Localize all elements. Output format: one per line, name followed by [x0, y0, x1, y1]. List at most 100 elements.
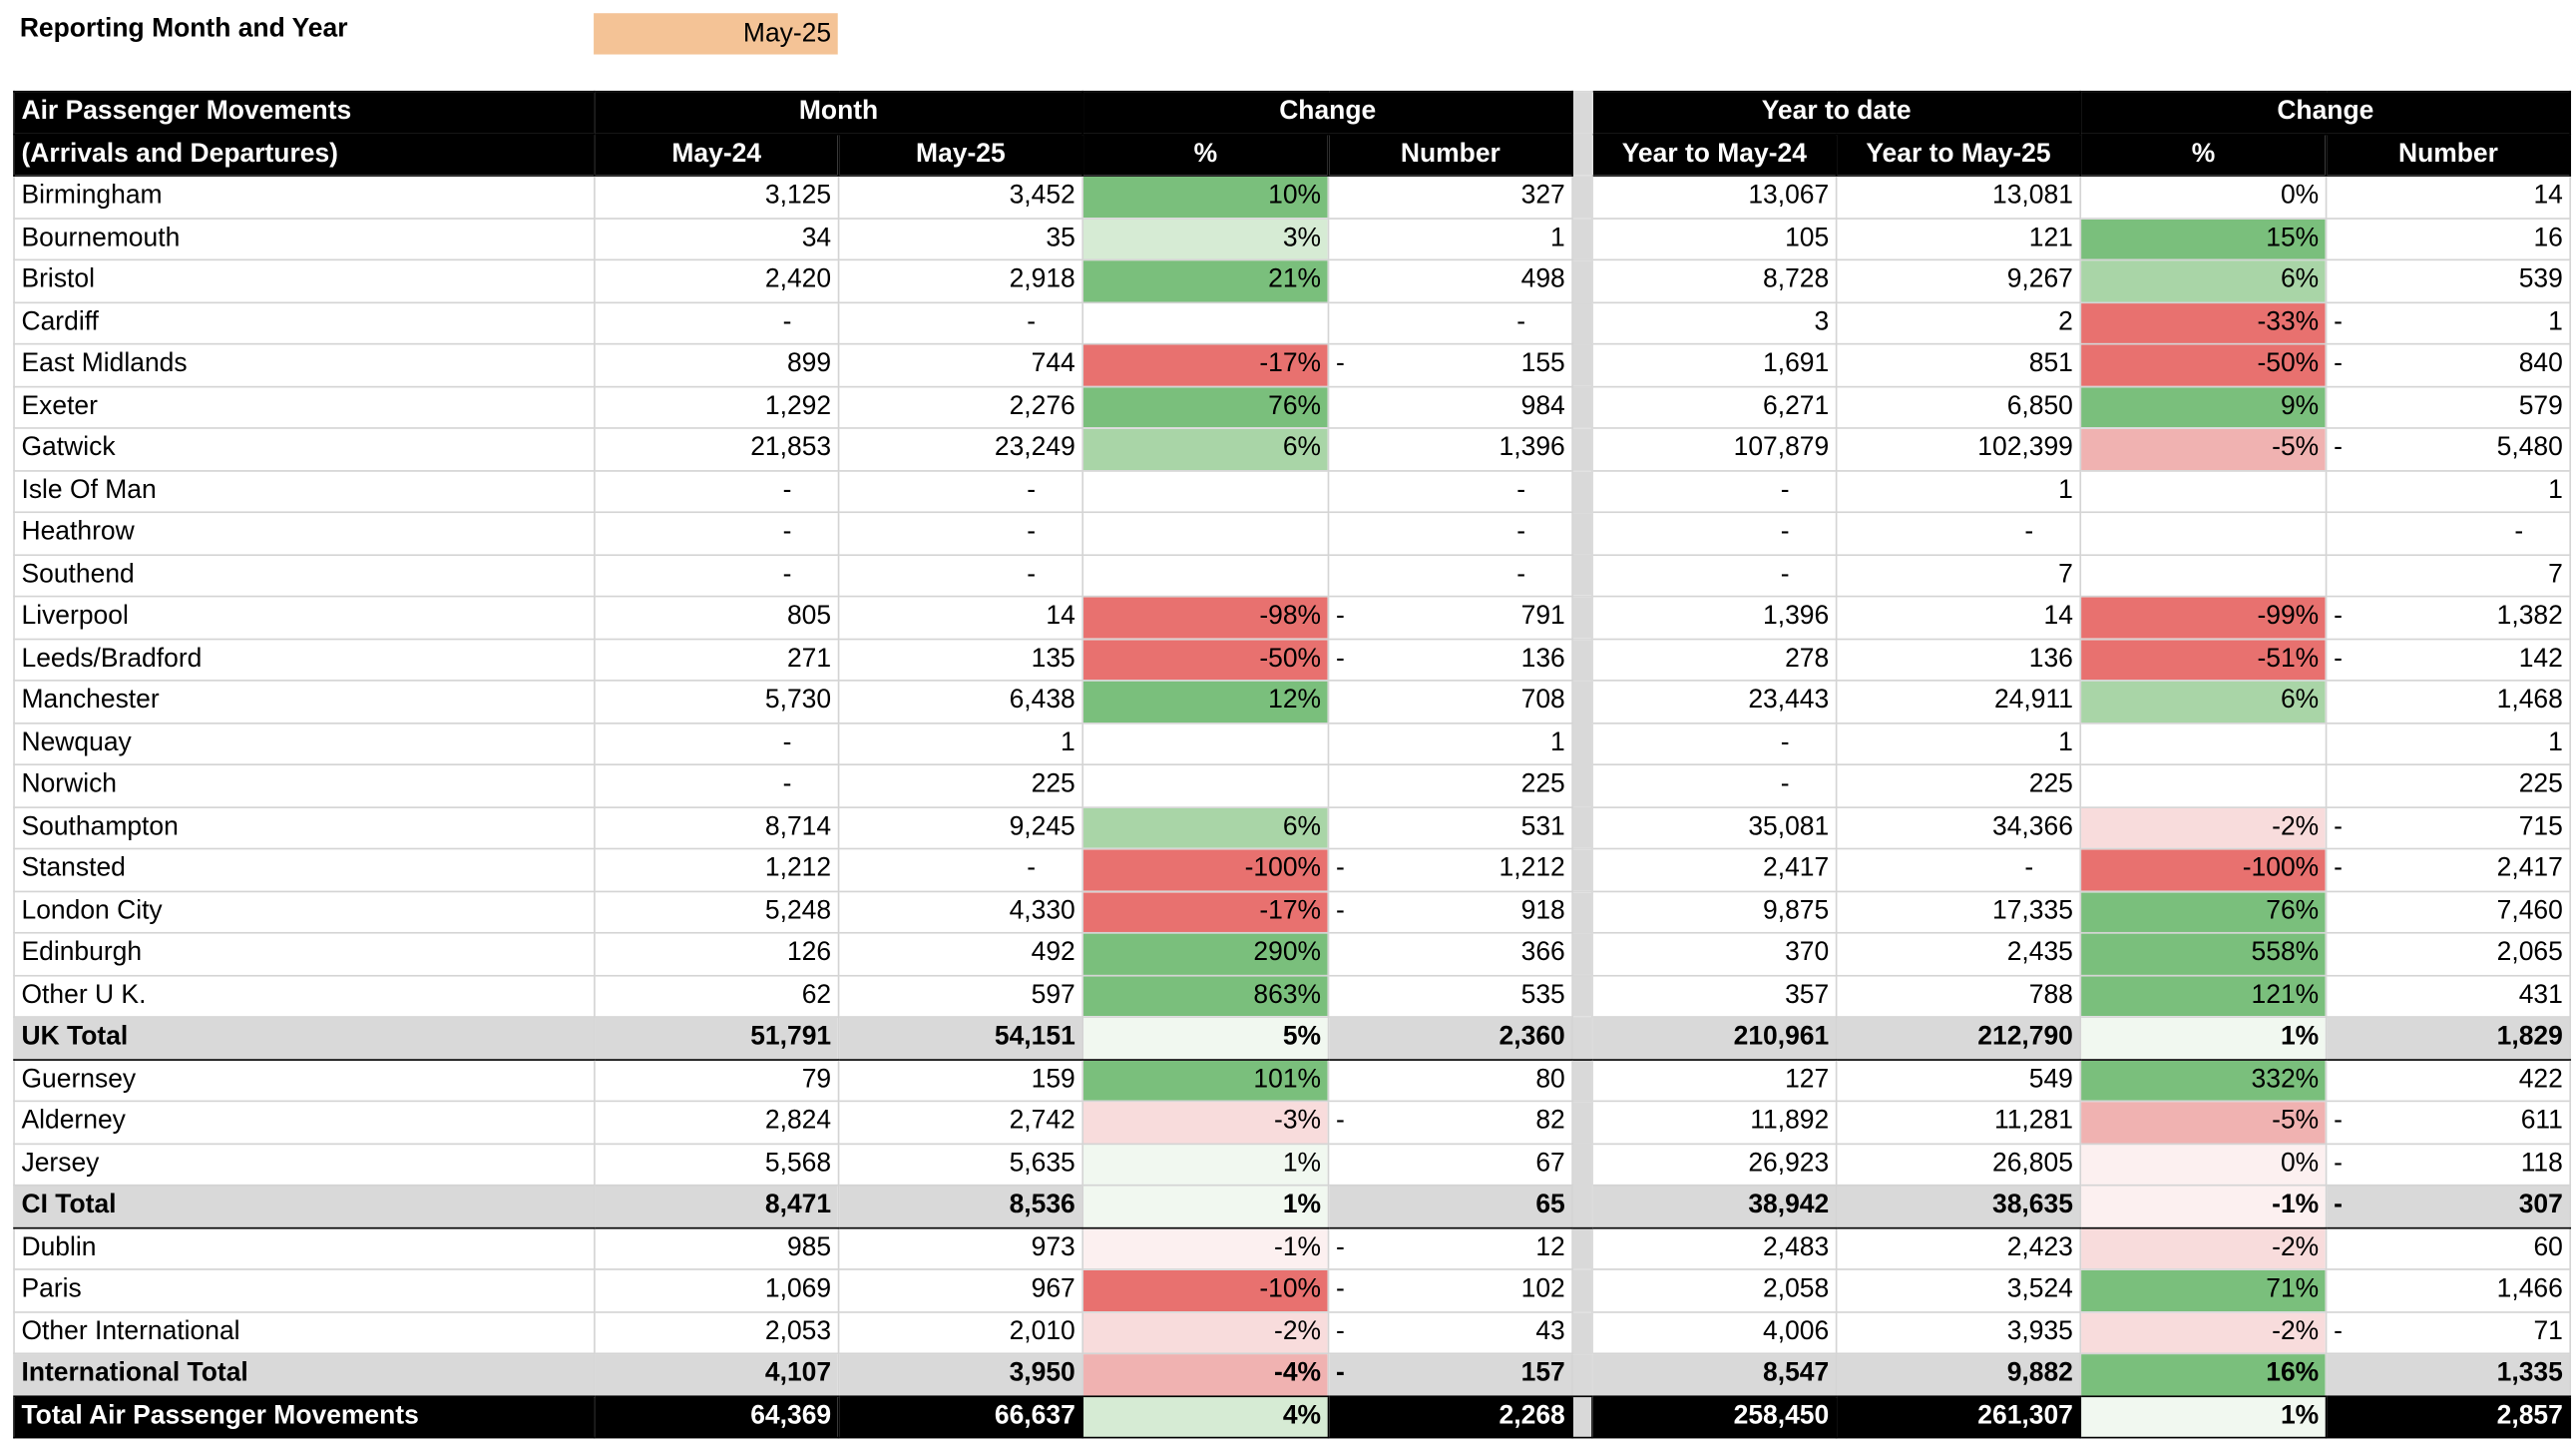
header-cell: % — [1081, 133, 1330, 177]
header-cell: Change — [1081, 90, 1574, 135]
number-cell: - — [1591, 763, 1838, 808]
airport-name: Paris — [13, 1268, 596, 1312]
number-cell: 2,268 — [1327, 1394, 1574, 1439]
percent-cell: 6% — [1081, 805, 1330, 850]
number-cell: 1 — [1835, 469, 2082, 514]
number-cell: 2,824 — [594, 1100, 840, 1145]
number-cell: 9,875 — [1591, 889, 1838, 934]
row: Bournemouth 34 35 3% 1 105 121 15% 16 — [13, 217, 2572, 261]
number-cell: - 71 — [2325, 1310, 2572, 1355]
header-cell: Air Passenger Movements — [13, 90, 596, 135]
row: Newquay -1 1-1 1 — [13, 722, 2572, 765]
number-cell: 2,857 — [2325, 1394, 2572, 1439]
gap — [1571, 1352, 1593, 1397]
number-cell: 1,466 — [2325, 1268, 2572, 1312]
airport-name: Exeter — [13, 384, 596, 429]
number-cell: - — [2325, 511, 2572, 556]
number-cell: 6,850 — [1835, 384, 2082, 429]
number-cell: 805 — [594, 595, 840, 640]
percent-cell: 76% — [1081, 384, 1330, 429]
row: Southend - - - -7 7 — [13, 553, 2572, 598]
empty-cell — [1081, 553, 1330, 598]
minus-sign: - — [1335, 1359, 1345, 1388]
passenger-table: Air Passenger Movements Month Change Yea… — [13, 90, 2572, 1439]
percent-cell: -2% — [2079, 1226, 2328, 1270]
number-cell: 8,471 — [594, 1184, 840, 1228]
number-cell: - — [1591, 511, 1838, 556]
number-cell: 1,829 — [2325, 1016, 2572, 1061]
number-cell: 26,923 — [1591, 1142, 1838, 1187]
number-cell: - — [594, 553, 840, 598]
number-cell: 4,006 — [1591, 1310, 1838, 1355]
empty-cell — [1081, 469, 1330, 514]
number-cell: - 43 — [1327, 1310, 1574, 1355]
airport-name: Southend — [13, 553, 596, 598]
airport-name: Isle Of Man — [13, 469, 596, 514]
row: Heathrow - - - - - - — [13, 511, 2572, 556]
number-cell: - 5,480 — [2325, 427, 2572, 471]
number-cell: 2,435 — [1835, 931, 2082, 976]
number-cell: 2,483 — [1591, 1226, 1838, 1270]
row: Exeter 1,292 2,276 76% 984 6,271 6,850 9% 579 — [13, 384, 2572, 429]
minus-sign: - — [2334, 1149, 2343, 1178]
percent-cell: -2% — [2079, 805, 2328, 850]
number-cell: - — [1327, 469, 1574, 514]
minus-sign: - — [1335, 854, 1345, 883]
empty-cell — [2079, 763, 2328, 808]
row: CI Total 8,471 8,536 1% 65 38,942 38,635 -1% - 30… — [13, 1184, 2572, 1228]
percent-cell: 12% — [1081, 680, 1330, 724]
number-cell: 258,450 — [1591, 1394, 1838, 1439]
negative-number: - 307 — [2334, 1187, 2563, 1225]
number-cell: 64,369 — [594, 1394, 840, 1439]
gap — [1571, 805, 1593, 850]
number-cell: 549 — [1835, 1058, 2082, 1103]
airport-name: Newquay — [13, 722, 596, 765]
minus-sign: - — [2334, 602, 2343, 631]
number-cell: 1,396 — [1591, 595, 1838, 640]
percent-cell: 10% — [1081, 175, 1330, 220]
airport-name: London City — [13, 889, 596, 934]
number-cell: 6,271 — [1591, 384, 1838, 429]
number-cell: - 142 — [2325, 637, 2572, 682]
negative-number: - 157 — [1335, 1355, 1565, 1394]
minus-sign: - — [1335, 1275, 1345, 1304]
number-cell: 5,635 — [837, 1142, 1084, 1187]
percent-cell: -100% — [2079, 847, 2328, 892]
minus-sign: - — [2334, 854, 2343, 883]
number-cell: 62 — [594, 974, 840, 1018]
number-text: 12 — [1535, 1233, 1565, 1262]
number-cell: 1,212 — [594, 847, 840, 892]
number-cell: 225 — [837, 763, 1084, 808]
airport-name: Edinburgh — [13, 931, 596, 976]
number-cell: - 136 — [1327, 637, 1574, 682]
number-cell: 261,307 — [1835, 1394, 2082, 1439]
number-cell: - — [837, 847, 1084, 892]
number-cell: 8,728 — [1591, 258, 1838, 303]
percent-cell: -50% — [1081, 637, 1330, 682]
number-cell: 80 — [1327, 1058, 1574, 1103]
row: Dublin 985 973 -1% - 12 2,483 2,423 -2% 60 — [13, 1226, 2572, 1270]
gap — [1571, 469, 1593, 514]
airport-name: International Total — [13, 1352, 596, 1397]
percent-cell: 101% — [1081, 1058, 1330, 1103]
gap — [1571, 847, 1593, 892]
number-cell: - — [837, 300, 1084, 345]
empty-cell — [2079, 511, 2328, 556]
number-cell: 212,790 — [1835, 1016, 2082, 1061]
number-cell: - 118 — [2325, 1142, 2572, 1187]
number-cell: 51,791 — [594, 1016, 840, 1061]
number-cell: 34,366 — [1835, 805, 2082, 850]
number-cell: 366 — [1327, 931, 1574, 976]
number-cell: - — [1327, 553, 1574, 598]
row: Cardiff - - -3 2 -33% -1 — [13, 300, 2572, 345]
percent-cell: -17% — [1081, 889, 1330, 934]
number-cell: 16 — [2325, 217, 2572, 261]
header-cell: Number — [1327, 133, 1574, 177]
airport-name: Liverpool — [13, 595, 596, 640]
number-text: 5,480 — [2496, 434, 2563, 463]
number-cell: - 82 — [1327, 1100, 1574, 1145]
number-text: 307 — [2518, 1191, 2563, 1219]
number-cell: 535 — [1327, 974, 1574, 1018]
number-cell: 271 — [594, 637, 840, 682]
empty-cell — [1081, 763, 1330, 808]
